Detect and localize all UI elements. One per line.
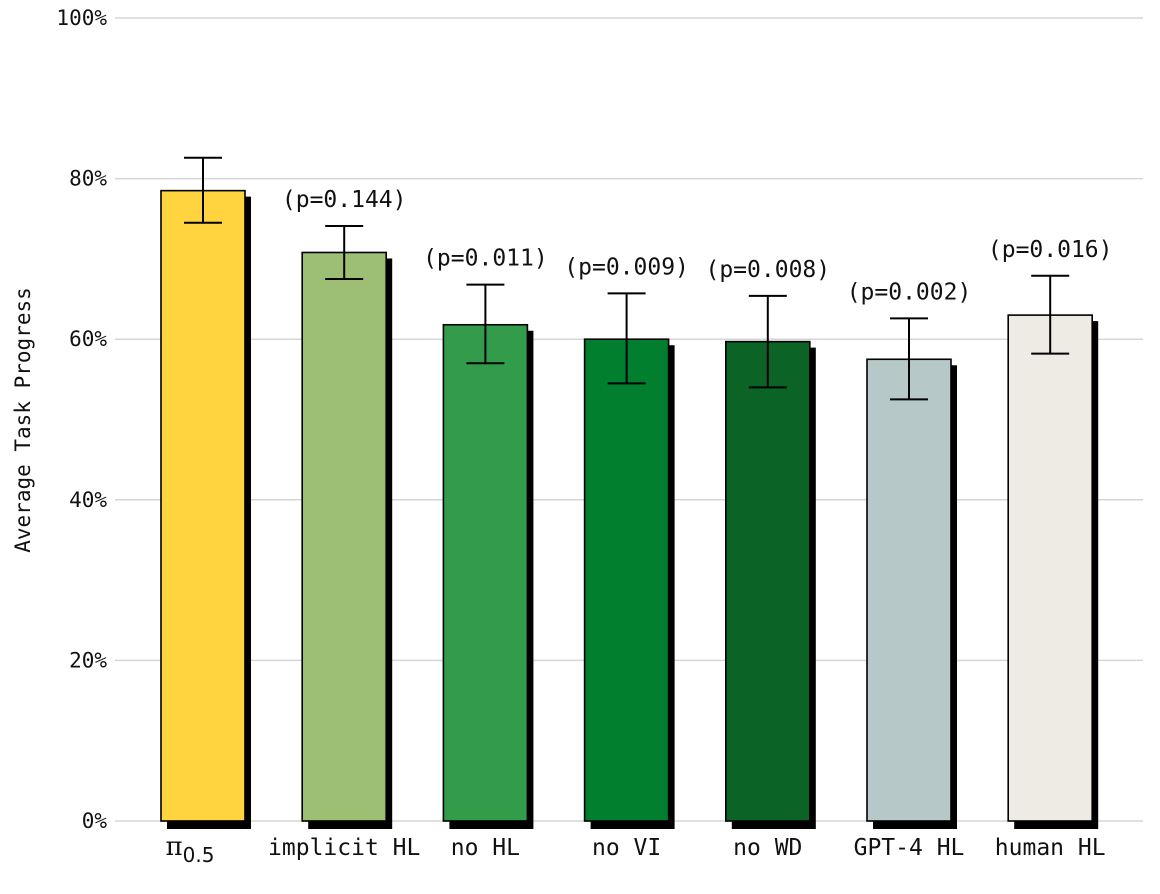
y-axis-label: Average Task Progress — [11, 287, 35, 553]
x-tick-label: no HL — [451, 835, 520, 861]
bar — [301, 251, 388, 822]
x-tick-label: no VI — [592, 835, 661, 861]
bar — [442, 323, 529, 822]
bars — [160, 189, 1094, 822]
p-value-annotation: (p=0.144) — [282, 187, 407, 213]
x-tick-label: implicit HL — [268, 835, 420, 861]
p-value-annotation: (p=0.011) — [423, 246, 548, 272]
y-axis-ticks: 0% 20% 40% 60% 80% 100% — [56, 6, 107, 833]
y-tick-label: 0% — [82, 809, 108, 833]
y-tick-label: 100% — [56, 6, 107, 30]
bar — [866, 358, 952, 822]
bar — [1007, 314, 1094, 822]
bar — [724, 340, 811, 822]
error-bar — [466, 283, 505, 365]
error-bar — [325, 224, 364, 280]
p-value-annotation: (p=0.009) — [564, 254, 689, 280]
p-value-annotation: (p=0.016) — [988, 237, 1113, 263]
error-bar — [184, 156, 222, 224]
x-tick-label: GPT-4 HL — [854, 835, 965, 861]
error-bar — [607, 292, 646, 385]
y-tick-label: 40% — [69, 488, 107, 512]
x-tick-label: no WD — [733, 835, 802, 861]
y-tick-label: 60% — [69, 327, 107, 351]
error-bar — [890, 317, 928, 401]
p-value-annotation: (p=0.002) — [847, 279, 972, 305]
x-tick-label: human HL — [995, 835, 1106, 861]
bar — [583, 338, 670, 822]
y-tick-label: 80% — [69, 167, 107, 191]
x-axis-category-labels: π0.5 implicit HL no HL no VI no WD GPT-4 HL hu… — [166, 832, 1106, 867]
y-tick-label: 20% — [69, 648, 107, 672]
bar — [160, 189, 246, 822]
error-bar — [748, 294, 787, 389]
p-value-annotations: (p=0.144) (p=0.011) (p=0.009) (p=0.008) (p=0… — [282, 187, 1113, 305]
x-tick-label: π0.5 — [166, 832, 215, 867]
error-bar — [1031, 274, 1070, 355]
p-value-annotation: (p=0.008) — [705, 257, 830, 283]
error-bars — [184, 156, 1070, 401]
